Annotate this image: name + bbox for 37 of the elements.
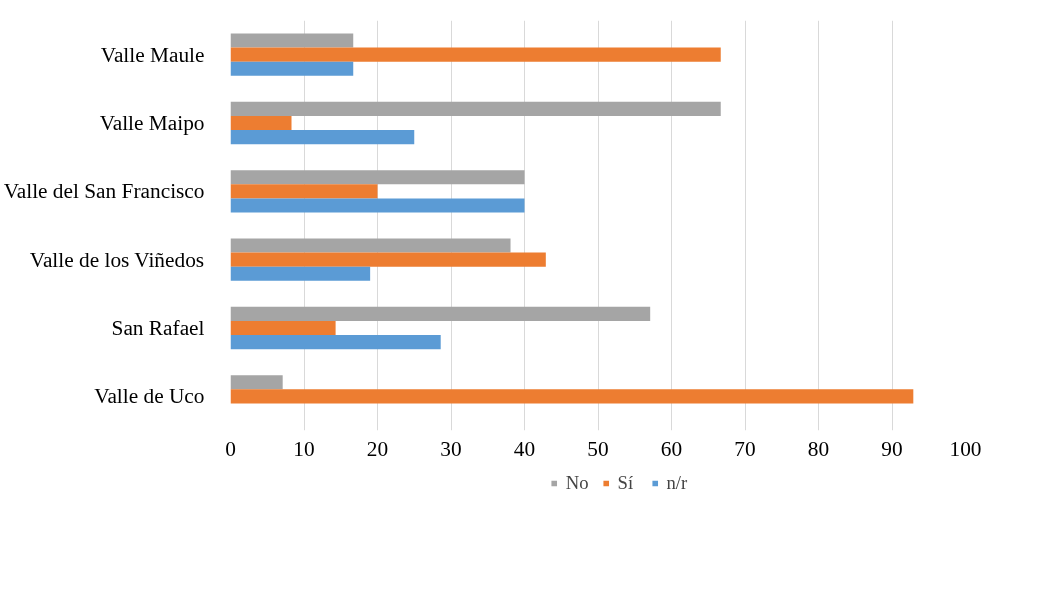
x-tick-label: 20 — [366, 436, 389, 461]
bar — [230, 170, 525, 185]
bar — [230, 115, 292, 131]
bar — [230, 335, 441, 350]
bar — [230, 238, 511, 253]
y-tick-label: San Rafael — [111, 316, 205, 340]
bar — [230, 47, 721, 62]
y-tick-label: Valle de Uco — [94, 384, 205, 409]
bar — [230, 389, 914, 404]
y-tick-label: Valle de los Viñedos — [29, 247, 205, 272]
x-tick-label: 90 — [881, 436, 903, 461]
x-tick-label: 40 — [513, 436, 536, 461]
x-tick-label: 70 — [734, 436, 756, 461]
x-tick-label: 60 — [660, 436, 683, 461]
legend-label: Sí — [617, 472, 635, 494]
x-tick-label: 10 — [293, 436, 315, 461]
x-tick-label: 30 — [440, 436, 462, 461]
bar — [230, 198, 525, 213]
legend-label: n/r — [666, 472, 688, 494]
bar — [230, 33, 354, 48]
bar — [230, 252, 546, 267]
y-tick-label: Valle Maule — [100, 42, 205, 67]
x-tick-label: 100 — [949, 436, 982, 461]
bar — [230, 375, 283, 390]
x-tick-label: 50 — [587, 436, 609, 461]
bar — [230, 184, 378, 199]
x-tick-label: 0 — [225, 436, 236, 461]
x-tick-label: 80 — [807, 436, 830, 461]
bar — [230, 61, 354, 76]
y-tick-label: Valle del San Francisco — [3, 179, 205, 204]
bar — [230, 306, 651, 321]
y-tick-label: Valle Maipo — [99, 111, 205, 135]
bar — [230, 320, 336, 336]
bar — [230, 130, 415, 145]
bar — [230, 266, 371, 281]
legend-label: No — [565, 472, 589, 494]
bar — [230, 101, 721, 116]
